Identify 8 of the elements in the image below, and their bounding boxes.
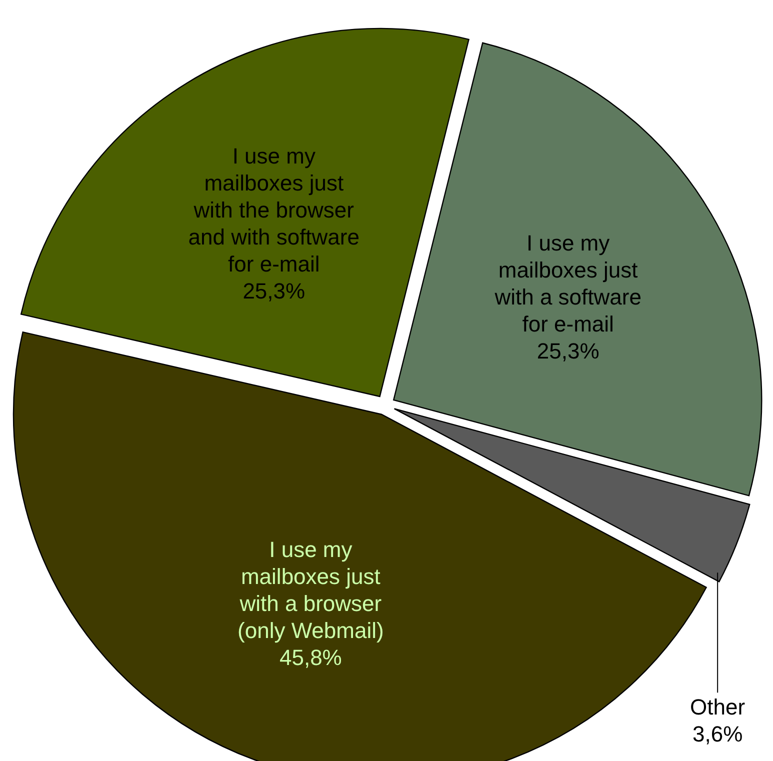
slice-label: I use my mailboxes just with a software for e-mail: [494, 230, 642, 336]
slice-label: I use my mailboxes just with a browser (only Webmail): [238, 536, 384, 643]
slice-label: Other: [690, 694, 746, 720]
data-label: 25,3%: [536, 338, 600, 364]
data-label: 3,6%: [692, 722, 743, 747]
slice-label: I use my mailboxes just with the browser and with software for e-mail: [188, 143, 360, 276]
data-label: 45,8%: [279, 644, 342, 670]
data-label: 25,3%: [242, 278, 306, 304]
